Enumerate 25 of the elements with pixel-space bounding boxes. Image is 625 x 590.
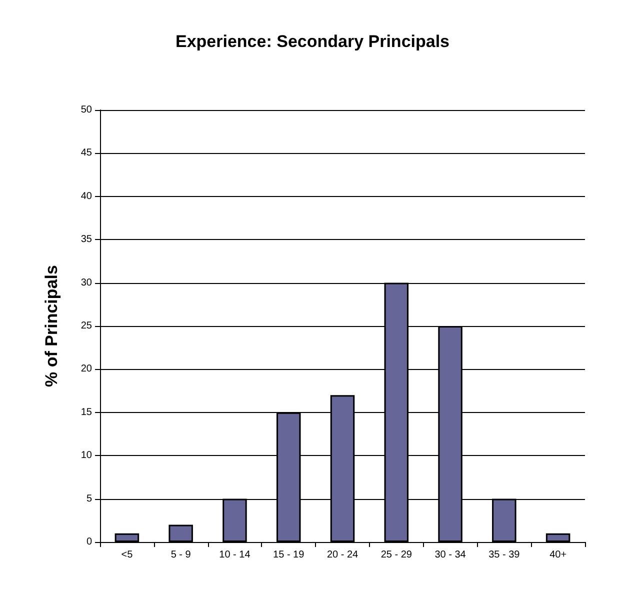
y-tick-label: 0 bbox=[86, 536, 92, 548]
y-tick-label: 20 bbox=[80, 364, 92, 375]
bar bbox=[546, 533, 570, 542]
y-tick-label: 50 bbox=[80, 104, 92, 116]
y-tick-label: 5 bbox=[86, 493, 92, 504]
y-tick-label: 45 bbox=[80, 148, 92, 159]
x-tick-label: 15 - 19 bbox=[273, 550, 305, 560]
bar bbox=[114, 533, 140, 542]
y-tick-label: 25 bbox=[80, 320, 92, 332]
y-tick-label: 40 bbox=[80, 190, 92, 202]
x-tick-label: 5 - 9 bbox=[170, 550, 192, 560]
bar bbox=[168, 524, 193, 542]
y-tick-label: 15 bbox=[80, 406, 92, 418]
y-tick-label: 35 bbox=[80, 234, 92, 246]
x-tick-label: 40+ bbox=[550, 550, 567, 560]
x-tick-label: <5 bbox=[121, 550, 134, 560]
y-tick-label: 10 bbox=[80, 450, 92, 462]
chart-title: Experience: Secondary Principals bbox=[175, 32, 450, 51]
x-tick-label: 30 - 34 bbox=[434, 550, 466, 560]
y-axis-title: % of Principals bbox=[42, 265, 61, 387]
x-tick-label: 25 - 29 bbox=[380, 550, 412, 560]
y-tick-label: 30 bbox=[80, 277, 92, 288]
x-tick-label: 20 - 24 bbox=[326, 550, 358, 560]
x-tick-label: 10 - 14 bbox=[219, 550, 251, 560]
x-tick-label: 35 - 39 bbox=[488, 550, 520, 560]
